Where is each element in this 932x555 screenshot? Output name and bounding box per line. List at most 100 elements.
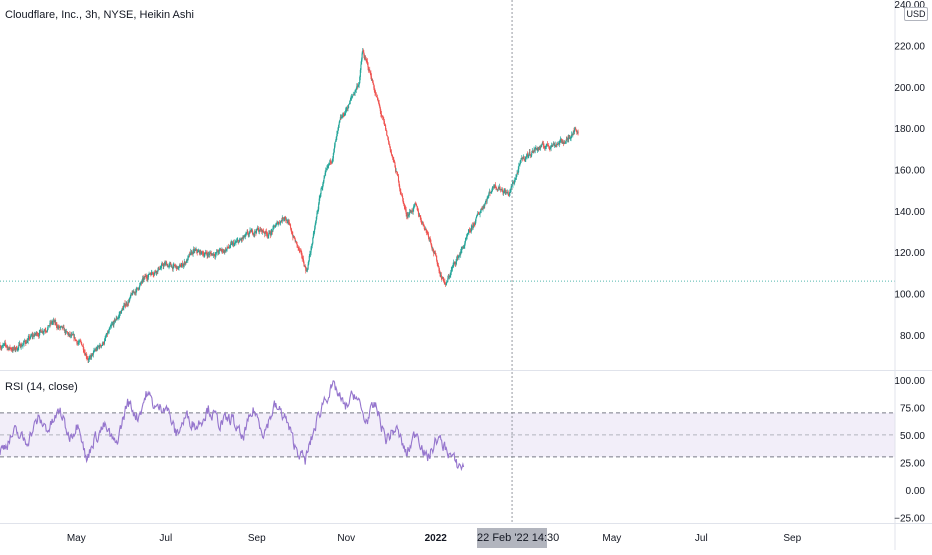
price-axis[interactable]: 240.00 220.00 200.00 180.00 160.00 140.00 120.… [894, 0, 925, 342]
candle [434, 250, 437, 256]
candle [236, 237, 238, 242]
candle [112, 321, 114, 326]
candle [548, 145, 550, 151]
candle [206, 250, 208, 256]
candle [564, 142, 566, 145]
candle [29, 337, 31, 340]
candle [221, 247, 223, 254]
candle [536, 146, 538, 151]
candle [323, 175, 325, 184]
candle [521, 155, 523, 160]
candle [13, 345, 15, 352]
candle [375, 92, 377, 98]
candle [8, 347, 10, 351]
candle [165, 261, 167, 266]
candle [551, 144, 553, 148]
candle [510, 188, 512, 193]
candle [214, 252, 216, 260]
candle [499, 185, 501, 191]
candle [264, 231, 266, 237]
candle [53, 318, 55, 326]
candle [312, 236, 314, 245]
candle [549, 146, 551, 152]
candle [243, 235, 245, 239]
candle [296, 241, 298, 248]
rsi-legend[interactable]: RSI (14, close) [5, 381, 78, 393]
candle [230, 239, 232, 245]
candle [420, 218, 422, 225]
candle [176, 265, 178, 271]
candle [331, 160, 333, 164]
candle [433, 249, 435, 257]
candle [321, 186, 323, 189]
candle [332, 156, 334, 163]
symbol-legend[interactable]: Cloudflare, Inc., 3h, NYSE, Heikin Ashi [5, 9, 194, 21]
candle [314, 225, 316, 235]
candle [228, 245, 231, 249]
currency-badge[interactable]: USD [904, 7, 928, 21]
candle [151, 270, 153, 275]
candle [201, 250, 203, 255]
candle [122, 305, 124, 310]
candle [262, 228, 265, 234]
candle [545, 145, 547, 151]
candle [2, 343, 5, 348]
candle [458, 254, 460, 260]
candle [562, 141, 564, 147]
candle [361, 51, 363, 62]
candle [142, 275, 144, 284]
candle [494, 182, 496, 189]
candle [242, 235, 244, 240]
candle [91, 353, 93, 356]
candle [109, 326, 111, 330]
candle [337, 126, 339, 134]
candle [217, 249, 219, 252]
candle [153, 272, 155, 277]
candle [131, 290, 133, 296]
candle [136, 287, 138, 289]
candle [38, 332, 40, 339]
candle [538, 145, 540, 151]
candle [439, 270, 441, 278]
candle [340, 115, 342, 121]
candle [390, 149, 392, 154]
candle [26, 338, 28, 344]
candle [354, 89, 356, 97]
candle [186, 258, 188, 263]
candle [301, 253, 303, 262]
rsi-axis[interactable]: 100.00 75.00 50.00 25.00 0.00 −25.00 [894, 376, 925, 525]
candle [193, 246, 195, 254]
time-tick-label: Sep [248, 533, 266, 544]
candle [55, 322, 57, 328]
candle [477, 210, 479, 216]
candle [352, 93, 354, 98]
time-axis[interactable]: May Jul Sep Nov 2022 May Jul Sep [67, 533, 802, 544]
candle [441, 276, 444, 279]
candle [270, 229, 272, 237]
candle [278, 220, 280, 224]
candle [1, 344, 3, 349]
candle [541, 143, 543, 148]
candle [343, 112, 345, 118]
candle [295, 239, 297, 243]
candle [57, 324, 59, 330]
candle [309, 250, 312, 258]
candle [204, 251, 206, 257]
candle [25, 339, 27, 344]
candle [376, 94, 378, 101]
candle [437, 261, 439, 268]
candle [250, 229, 252, 234]
candle [333, 143, 336, 153]
candle [490, 190, 492, 194]
candle [198, 249, 200, 252]
candle [399, 183, 401, 192]
candle [129, 297, 131, 302]
candle [186, 259, 188, 261]
candle [400, 188, 402, 196]
candle [571, 131, 573, 139]
candle [71, 332, 73, 339]
candle [141, 279, 143, 284]
candle [350, 93, 353, 101]
